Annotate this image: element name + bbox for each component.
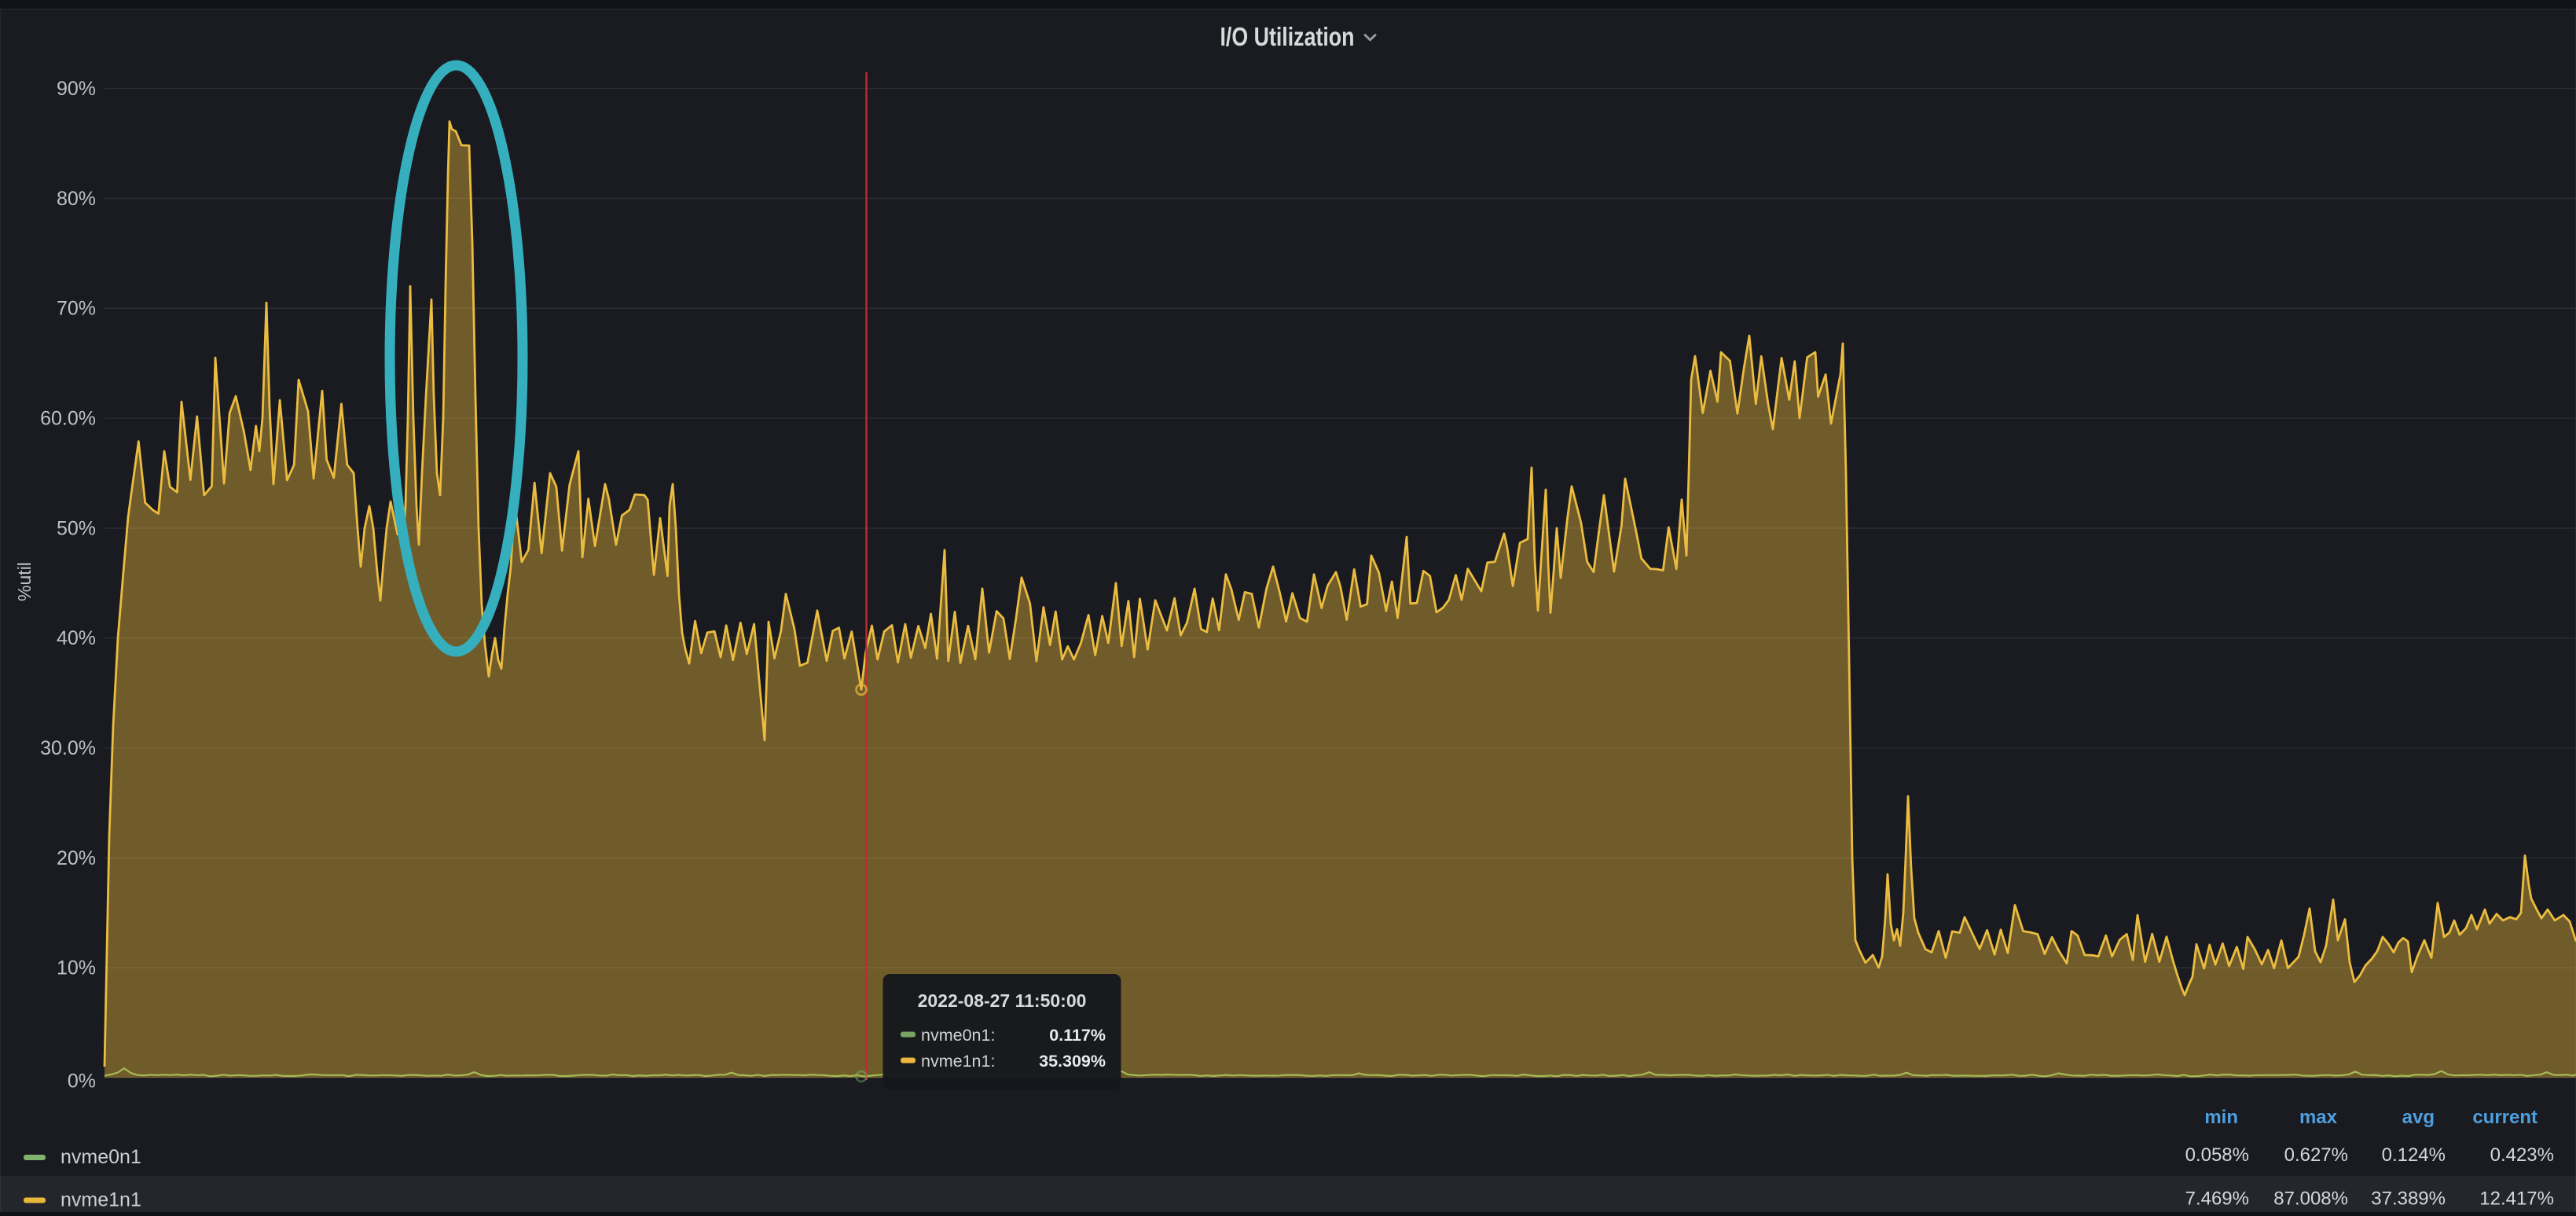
- svg-text:nvme0n1: nvme0n1: [61, 1146, 141, 1168]
- svg-text:2022-08-27 11:50:00: 2022-08-27 11:50:00: [918, 990, 1087, 1011]
- svg-text:80%: 80%: [57, 188, 96, 210]
- svg-text:0%: 0%: [68, 1071, 96, 1093]
- svg-text:35.309%: 35.309%: [1039, 1052, 1106, 1071]
- svg-text:nvme0n1:: nvme0n1:: [921, 1026, 995, 1045]
- svg-text:0.058%: 0.058%: [2185, 1144, 2249, 1166]
- svg-text:50%: 50%: [57, 517, 96, 539]
- svg-text:max: max: [2299, 1107, 2338, 1128]
- svg-text:0.117%: 0.117%: [1049, 1026, 1106, 1045]
- svg-text:avg: avg: [2402, 1107, 2435, 1128]
- svg-text:0.627%: 0.627%: [2284, 1144, 2348, 1166]
- svg-text:nvme1n1: nvme1n1: [61, 1189, 141, 1211]
- svg-text:40%: 40%: [57, 627, 96, 649]
- svg-text:%util: %util: [14, 562, 35, 601]
- svg-text:nvme1n1:: nvme1n1:: [921, 1052, 995, 1071]
- svg-text:12.417%: 12.417%: [2479, 1188, 2554, 1210]
- svg-text:70%: 70%: [57, 298, 96, 320]
- svg-text:20%: 20%: [57, 847, 96, 869]
- svg-text:0.124%: 0.124%: [2382, 1144, 2446, 1166]
- svg-text:87.008%: 87.008%: [2273, 1188, 2348, 1210]
- svg-text:0.423%: 0.423%: [2490, 1144, 2554, 1166]
- svg-text:37.389%: 37.389%: [2371, 1188, 2446, 1210]
- svg-text:30.0%: 30.0%: [40, 737, 96, 759]
- svg-text:10%: 10%: [57, 957, 96, 979]
- svg-text:60.0%: 60.0%: [40, 408, 96, 430]
- svg-text:current: current: [2472, 1107, 2537, 1128]
- svg-text:7.469%: 7.469%: [2185, 1188, 2249, 1210]
- svg-text:I/O Utilization: I/O Utilization: [1220, 22, 1355, 51]
- svg-text:90%: 90%: [57, 78, 96, 100]
- svg-text:min: min: [2204, 1107, 2238, 1128]
